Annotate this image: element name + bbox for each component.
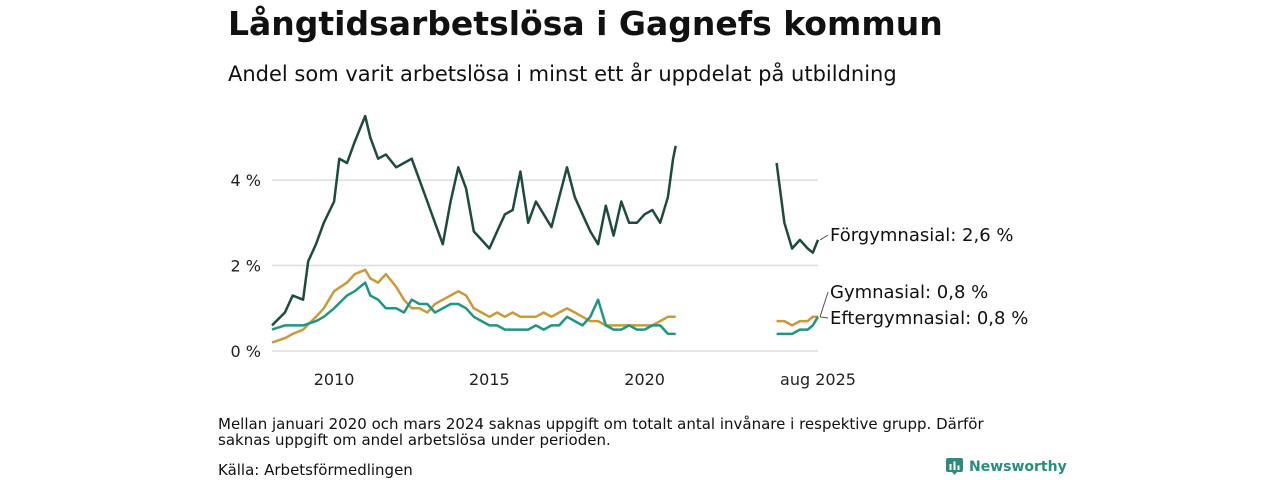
series-labels: Förgymnasial: 2,6 % Gymnasial: 0,8 % Efter… (819, 225, 1028, 329)
x-tick-label: aug 2025 (780, 370, 856, 389)
x-axis-ticks: 2010 2015 2020 aug 2025 (314, 370, 856, 389)
label-leader-line (819, 234, 829, 241)
series-line-gymnasial (776, 315, 818, 327)
series-line-förgymnasial (775, 162, 820, 254)
y-tick-label: 0 % (231, 342, 261, 361)
x-tick-label: 2015 (469, 370, 510, 389)
x-tick-label: 2020 (624, 370, 665, 389)
footnote: Mellan januari 2020 och mars 2024 saknas… (218, 415, 984, 449)
line-chart: 0 % 2 % 4 % 2010 2015 2020 aug 2025 Förgymnas… (231, 114, 1028, 389)
series-lines (271, 114, 820, 344)
brand-logo: Newsworthy (946, 458, 1067, 475)
chart-title: Långtidsarbetslösa i Gagnefs kommun (228, 4, 943, 43)
series-line-förgymnasial (271, 114, 677, 327)
bar-chart-icon (946, 458, 963, 475)
source-note: Källa: Arbetsförmedlingen (218, 461, 413, 479)
y-tick-label: 2 % (231, 257, 261, 276)
series-end-label: Eftergymnasial: 0,8 % (830, 308, 1028, 329)
brand-name: Newsworthy (969, 458, 1067, 475)
y-axis-ticks: 0 % 2 % 4 % (231, 171, 261, 361)
label-leader-line (819, 291, 829, 317)
chart-subtitle: Andel som varit arbetslösa i minst ett å… (228, 62, 897, 86)
label-leader-line (819, 316, 829, 319)
grid-lines (272, 179, 818, 352)
series-end-label: Förgymnasial: 2,6 % (830, 225, 1014, 246)
x-tick-label: 2010 (314, 370, 355, 389)
series-line-gymnasial (271, 268, 676, 344)
series-line-eftergymnasial (271, 281, 676, 336)
series-line-eftergymnasial (776, 316, 820, 336)
y-tick-label: 4 % (231, 171, 261, 190)
series-end-label: Gymnasial: 0,8 % (830, 282, 988, 303)
